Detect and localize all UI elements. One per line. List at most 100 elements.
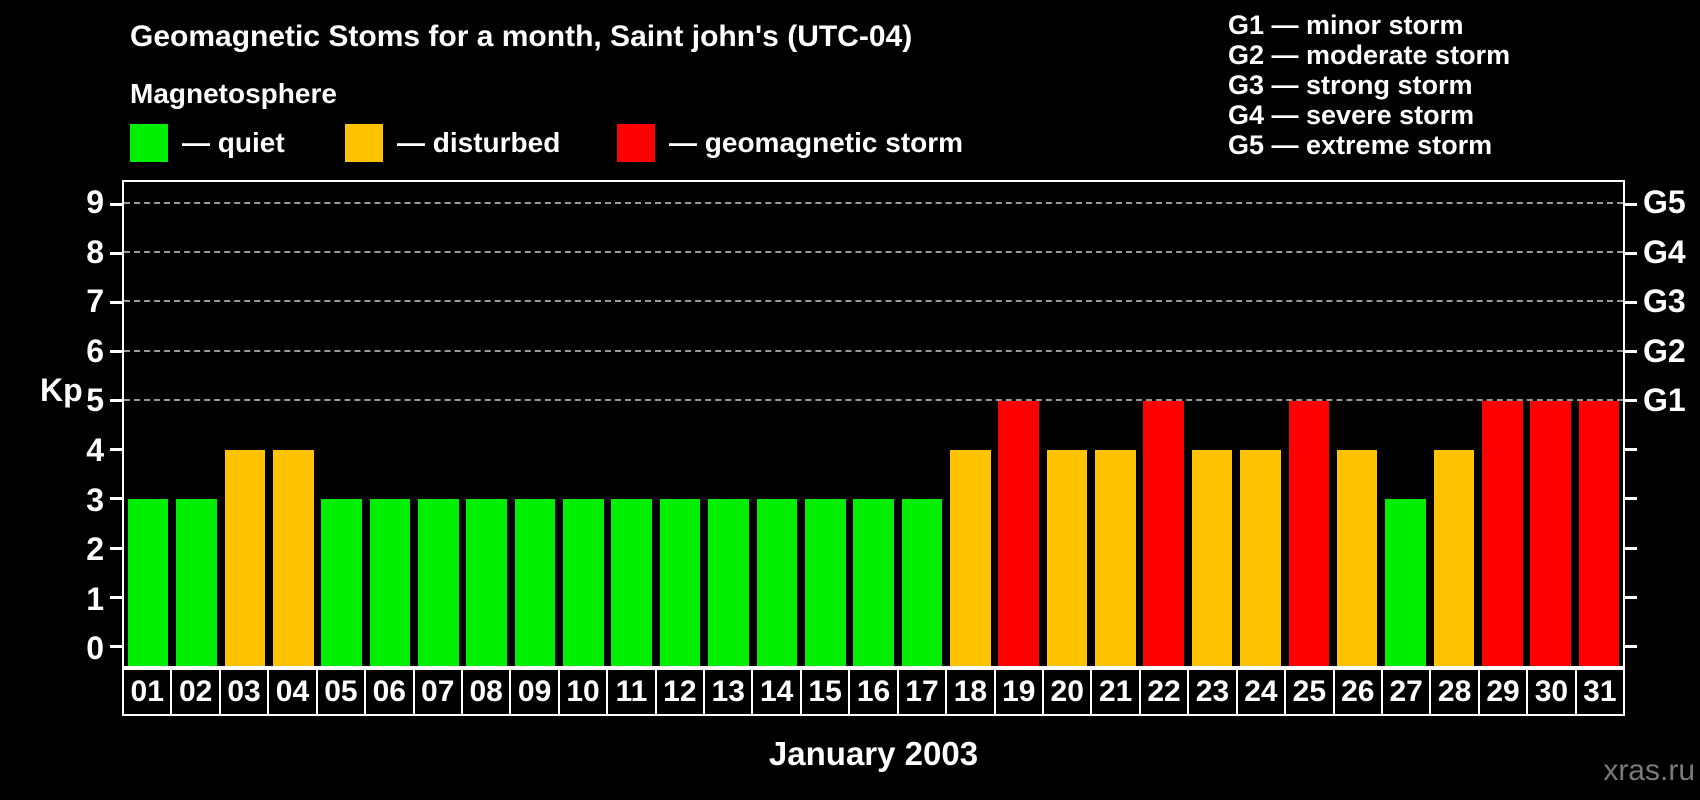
bar-slot: [1333, 182, 1381, 666]
legend-label: — geomagnetic storm: [669, 127, 964, 158]
kp-bar-day-01: [127, 498, 169, 666]
g-scale-line: G4 — severe storm: [1228, 100, 1475, 130]
axis-tick-kp1: [110, 595, 122, 599]
day-label-13: 13: [703, 668, 752, 716]
kp-bar-day-28: [1433, 449, 1475, 666]
kp-bar-day-06: [369, 498, 411, 666]
y-tick-label-5: 5: [86, 382, 104, 419]
day-label-11: 11: [606, 668, 655, 716]
day-label-30: 30: [1526, 668, 1575, 716]
legend-item: — quiet: [130, 123, 285, 163]
kp-bar-day-23: [1191, 449, 1233, 666]
bar-slot: [1236, 182, 1284, 666]
g-scale-line: G1 — minor storm: [1228, 10, 1464, 40]
day-label-05: 05: [315, 668, 365, 716]
day-label-25: 25: [1284, 668, 1333, 716]
day-label-26: 26: [1332, 668, 1381, 716]
day-label-09: 09: [509, 668, 558, 716]
kp-bar-day-17: [901, 498, 943, 666]
bar-slot: [1575, 182, 1623, 666]
bar-slot: [1526, 182, 1574, 666]
gridline-kp6: [124, 349, 1623, 352]
legend-label: — quiet: [182, 127, 285, 158]
legend-label: — disturbed: [397, 127, 561, 158]
day-label-22: 22: [1138, 668, 1188, 716]
bar-slot: [269, 182, 317, 666]
y-tick-label-3: 3: [86, 481, 104, 518]
legend-item: — geomagnetic storm: [617, 123, 963, 163]
kp-bar-day-29: [1481, 400, 1523, 666]
axis-tick-kp8: [1625, 251, 1637, 255]
bar-slot: [1478, 182, 1526, 666]
g-tick-label-G3: G3: [1643, 283, 1686, 320]
axis-tick-kp6: [110, 350, 122, 354]
bar-slot: [172, 182, 220, 666]
axis-tick-kp8: [110, 251, 122, 255]
kp-bar-day-24: [1240, 449, 1281, 666]
g-scale-line: G2 — moderate storm: [1228, 40, 1511, 70]
day-label-20: 20: [1042, 668, 1091, 716]
legend-title: Magnetosphere: [130, 78, 337, 109]
x-axis-title: January 2003: [768, 735, 979, 772]
kp-bar-day-07: [418, 498, 459, 666]
day-label-29: 29: [1477, 668, 1527, 716]
bar-slot: [366, 182, 414, 666]
bar-slot: [1091, 182, 1139, 666]
bar-slot: [1140, 182, 1188, 666]
day-label-21: 21: [1090, 668, 1139, 716]
y-axis-labels: 0 1 2 3 4 5 6 7 8 9: [0, 180, 104, 668]
watermark: xras.ru: [1603, 754, 1695, 787]
plot-area: [110, 180, 1637, 668]
bar-slot: [753, 182, 801, 666]
gridline-kp9: [124, 202, 1623, 205]
bar-slot: [1285, 182, 1333, 666]
axis-tick-kp1: [1625, 595, 1637, 599]
day-label-10: 10: [557, 668, 607, 716]
kp-bar-day-08: [466, 498, 507, 666]
bar-slot: [559, 182, 607, 666]
bar-slot: [124, 182, 172, 666]
g-tick-label-G1: G1: [1643, 382, 1686, 419]
kp-bar-day-04: [272, 449, 314, 666]
bar-slot: [317, 182, 365, 666]
kp-bar-day-26: [1336, 449, 1378, 666]
kp-bar-day-20: [1046, 449, 1088, 666]
day-label-02: 02: [170, 668, 219, 716]
kp-bar-day-09: [514, 498, 556, 666]
bar-slot: [511, 182, 559, 666]
legend-item: — disturbed: [345, 123, 560, 163]
day-label-06: 06: [364, 668, 413, 716]
kp-bar-day-03: [224, 449, 266, 666]
axis-tick-kp7: [110, 300, 122, 304]
bar-slot: [898, 182, 946, 666]
axis-tick-kp0: [1625, 644, 1637, 648]
y-tick-label-1: 1: [86, 580, 104, 617]
bar-slot: [1381, 182, 1429, 666]
axis-tick-kp3: [1625, 497, 1637, 501]
y-tick-label-4: 4: [86, 432, 104, 469]
kp-bar-day-21: [1095, 449, 1136, 666]
gridline-kp5: [124, 398, 1623, 401]
axis-tick-kp5: [110, 399, 122, 403]
bar-slot: [221, 182, 269, 666]
y-tick-label-2: 2: [86, 531, 104, 568]
kp-bar-day-02: [176, 498, 217, 666]
axis-tick-kp0: [110, 644, 122, 648]
bar-slot: [946, 182, 994, 666]
kp-bar-day-31: [1578, 400, 1620, 666]
kp-bar-day-25: [1288, 400, 1330, 666]
kp-bar-day-15: [804, 498, 846, 666]
day-label-07: 07: [412, 668, 461, 716]
y-axis-title: Kp: [40, 372, 83, 408]
day-label-16: 16: [848, 668, 897, 716]
gridline-kp7: [124, 300, 1623, 303]
bar-slot: [994, 182, 1042, 666]
kp-bar-day-05: [321, 498, 362, 666]
day-label-15: 15: [799, 668, 849, 716]
axis-tick-kp2: [1625, 546, 1637, 550]
day-label-31: 31: [1574, 668, 1626, 716]
kp-bar-day-14: [756, 498, 798, 666]
bar-slot: [1430, 182, 1478, 666]
g-scale-legend: G1 — minor storm G2 — moderate storm G3 — …: [1228, 10, 1510, 160]
axis-tick-kp9: [1625, 202, 1637, 206]
